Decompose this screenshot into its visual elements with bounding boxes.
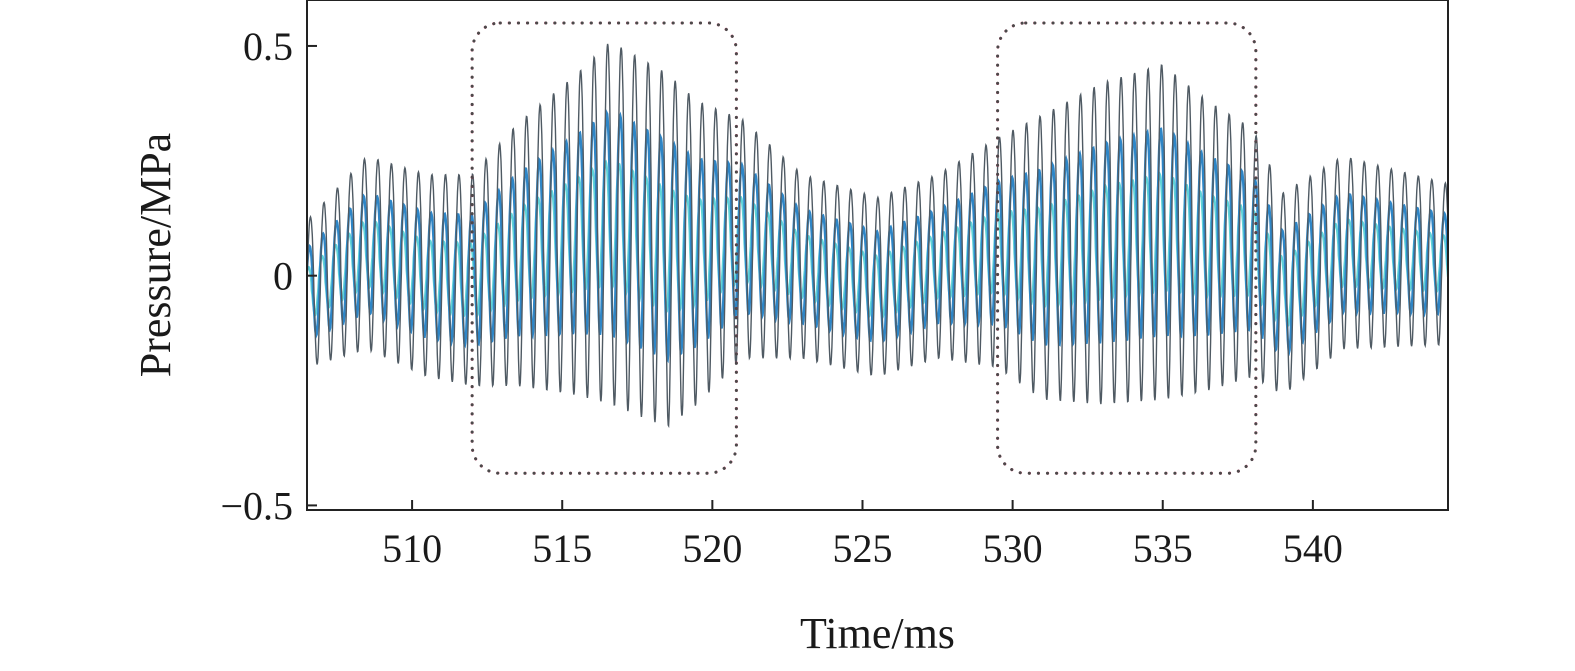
signal-trace-cyan	[307, 159, 1448, 328]
plot-frame	[306, 0, 1449, 511]
signal-trace-blue	[307, 109, 1448, 364]
x-tick-label: 525	[832, 526, 892, 571]
x-tick-label: 520	[682, 526, 742, 571]
signal-traces	[307, 43, 1448, 429]
y-tick-label: 0	[273, 254, 293, 299]
highlight-boxes	[470, 21, 1258, 475]
x-axis-title: Time/ms	[800, 609, 955, 658]
x-tick-label: 535	[1133, 526, 1193, 571]
highlight-box-2	[996, 21, 1258, 475]
x-tick-label: 540	[1283, 526, 1343, 571]
x-tick-label: 515	[532, 526, 592, 571]
y-tick-label: 0.5	[243, 24, 293, 69]
x-tick-label: 510	[382, 526, 442, 571]
axis-ticks: 510 515 520 525 530 535 540 −0.5 0 0.5	[220, 24, 1342, 571]
x-tick-label: 530	[983, 526, 1043, 571]
signal-trace-dark	[307, 43, 1448, 429]
y-axis-title: Pressure/MPa	[131, 133, 180, 377]
y-tick-label: −0.5	[220, 483, 293, 528]
